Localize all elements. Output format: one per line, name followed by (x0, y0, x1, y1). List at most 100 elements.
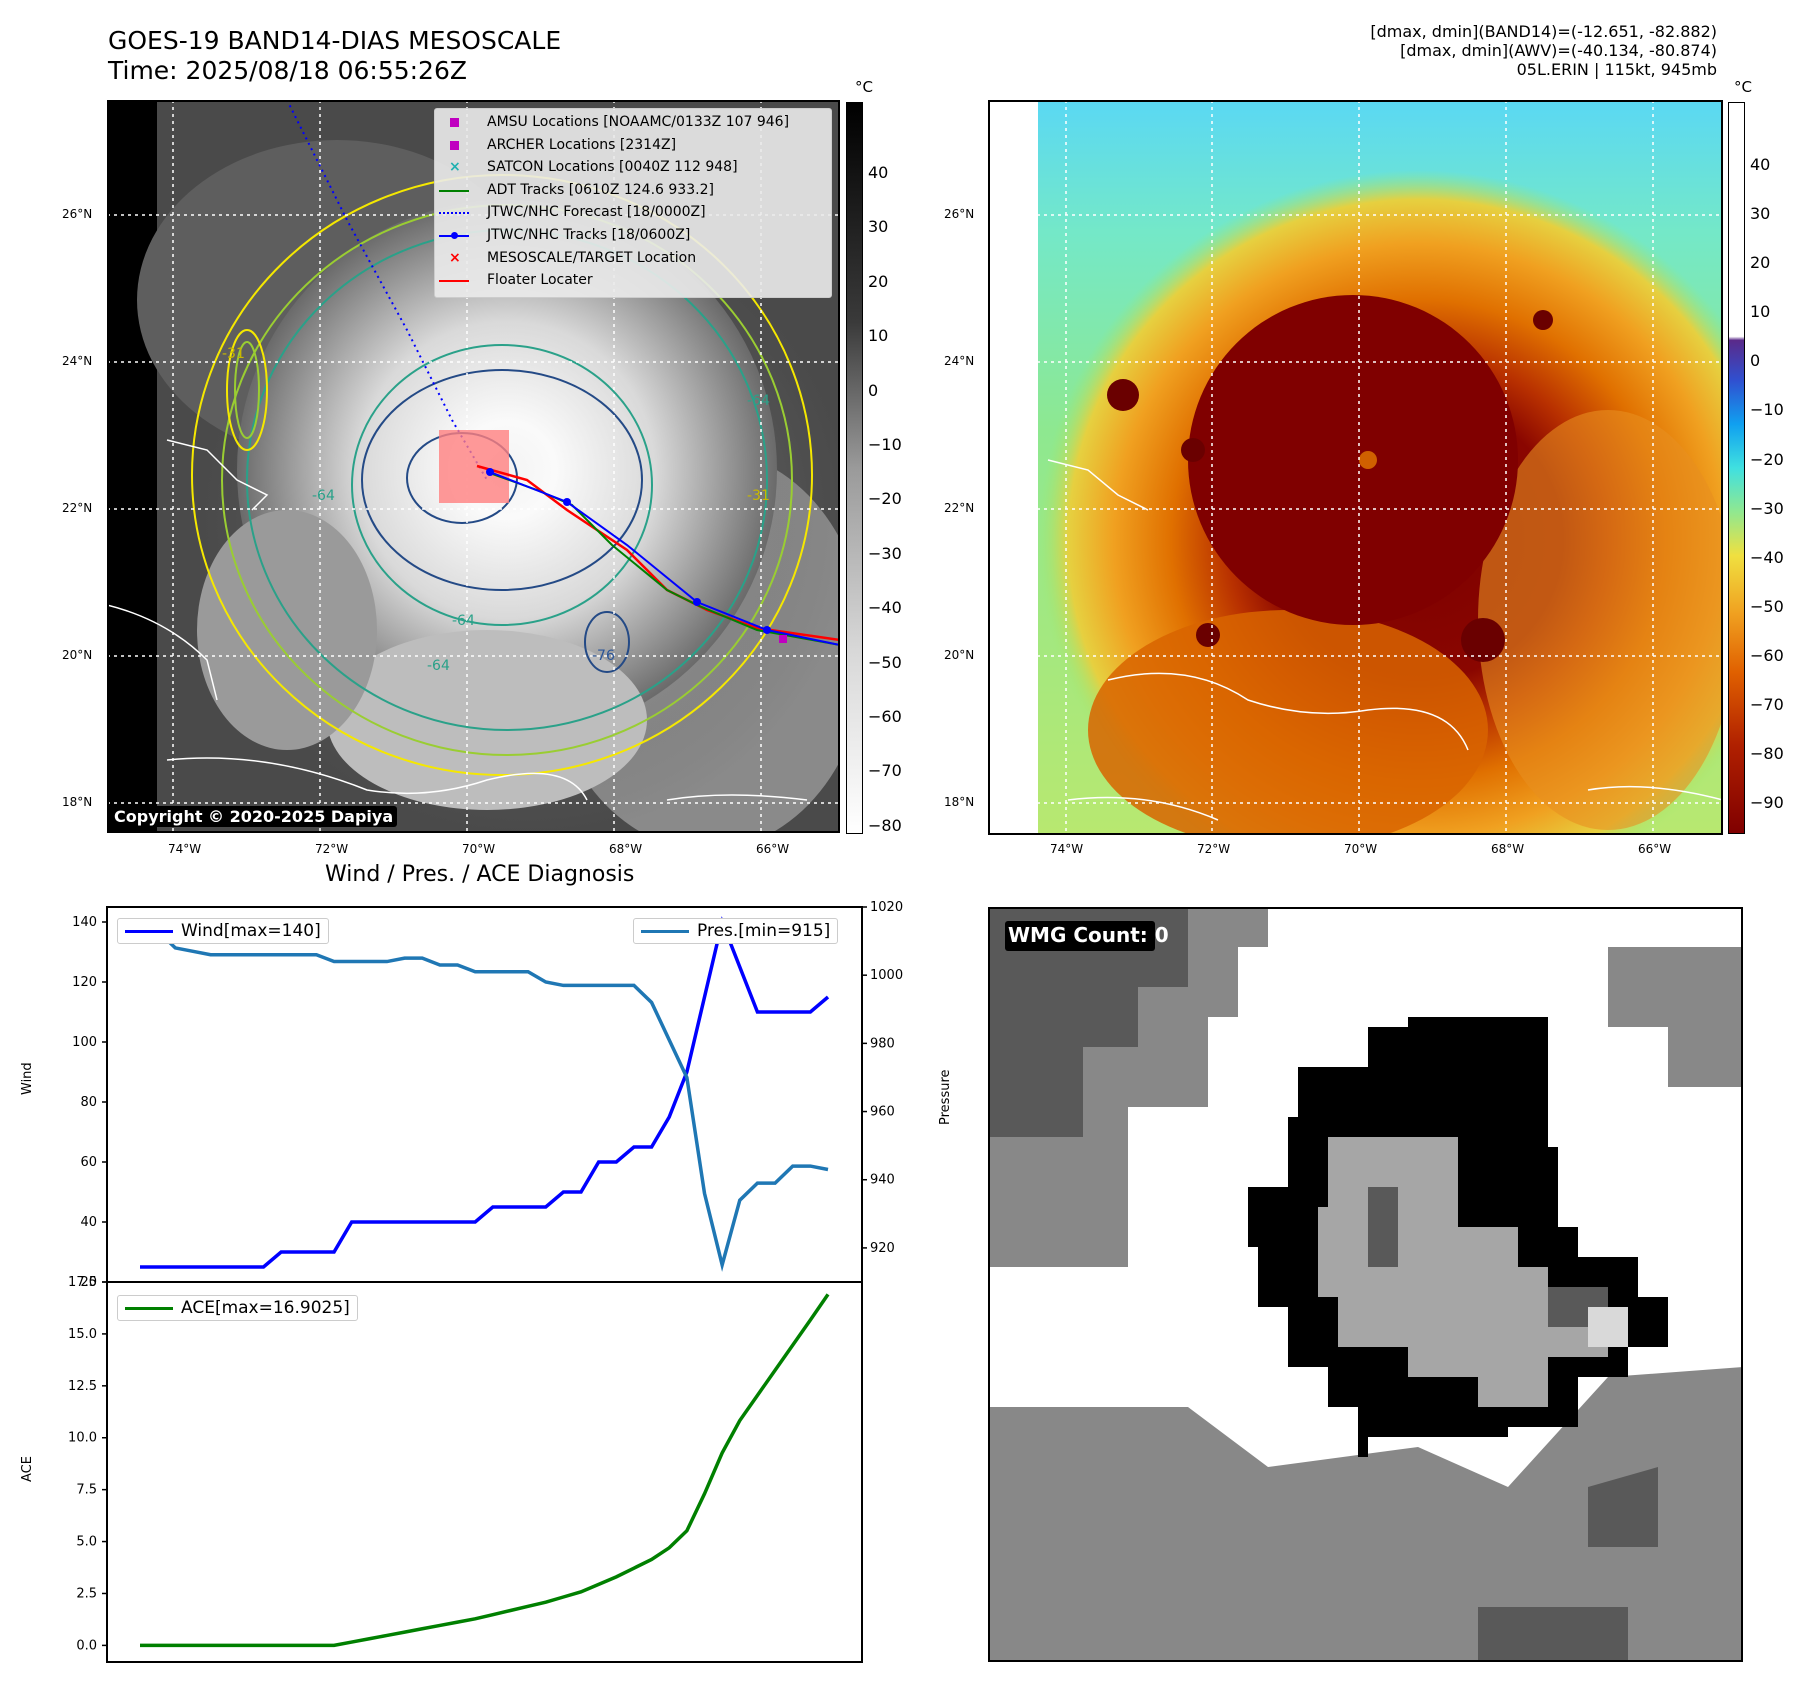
legend-item: JTWC/NHC Tracks [18/0600Z] (435, 224, 831, 247)
ace-tick-label: 17.5 (68, 1275, 97, 1290)
ace-tick-label: 5.0 (76, 1535, 97, 1550)
ir-map-svg: -31 -76 -64 -64 -64 -31 -64 (107, 100, 840, 833)
map-legend: AMSU Locations [NOAAMC/0133Z 107 946] AR… (434, 108, 832, 298)
ace-tick-label: 15.0 (68, 1327, 97, 1342)
square-marker-icon (450, 118, 459, 127)
target-box (439, 430, 509, 503)
legend-item: ARCHER Locations [2314Z] (435, 134, 831, 157)
pressure-tick-label: 1000 (870, 968, 903, 983)
colorbar-ticks: 40 30 20 10 0 −10 −20 −30 −40 −50 −60 −7… (1750, 155, 1784, 813)
pressure-tick-label: 920 (870, 1241, 895, 1256)
lat-label: 20°N (62, 648, 93, 662)
lat-label: 26°N (944, 207, 975, 221)
legend-item: × SATCON Locations [0040Z 112 948] (435, 156, 831, 179)
ace-tick-label: 12.5 (68, 1379, 97, 1394)
colorbar-ticks: 40 30 20 10 0 −10 −20 −30 −40 −50 −60 −7… (868, 163, 902, 835)
contour-label: -64 (747, 393, 770, 409)
contour-label: -64 (427, 658, 450, 674)
info-line-2: [dmax, dmin](AWV)=(-40.134, -80.874) (1400, 41, 1717, 60)
lon-label: 70°W (462, 842, 496, 856)
line-marker-icon (125, 1306, 173, 1310)
colorbar-unit: °C (1734, 78, 1752, 96)
ace-tick-label: 7.5 (76, 1483, 97, 1498)
ir-map-frame (107, 100, 840, 833)
awv-map (988, 100, 1723, 835)
pressure-tick-label: 1020 (870, 900, 903, 915)
copyright-badge: Copyright © 2020-2025 Dapiya (110, 806, 398, 827)
contour-label: -31 (222, 346, 245, 362)
contour-label: -31 (747, 488, 770, 504)
lon-label: 72°W (315, 842, 349, 856)
wmg-count-label: WMG Count: 0 (1008, 923, 1169, 947)
line-marker-icon (439, 189, 469, 192)
pressure-series (140, 929, 829, 1272)
pressure-tick-label: 980 (870, 1036, 895, 1051)
info-block: [dmax, dmin](BAND14)=(-12.651, -82.882) … (1017, 22, 1717, 79)
lon-label: 66°W (1638, 842, 1672, 856)
ace-tick-label: 2.5 (76, 1586, 97, 1601)
awv-map-svg (988, 100, 1723, 835)
x-marker-icon: × (449, 249, 461, 266)
wind-tick-label: 60 (80, 1155, 97, 1170)
floater-track (476, 464, 840, 642)
legend-item: × MESOSCALE/TARGET Location (435, 247, 831, 270)
nhc-track (489, 471, 840, 646)
legend-item: JTWC/NHC Forecast [18/0000Z] (435, 201, 831, 224)
dotted-line-icon (439, 212, 469, 215)
lat-label: 24°N (944, 354, 975, 368)
line-marker-icon (439, 280, 469, 283)
pressure-tick-label: 960 (870, 1105, 895, 1120)
lon-label: 68°W (1491, 842, 1525, 856)
lat-label: 26°N (62, 207, 93, 221)
wind-tick-label: 100 (72, 1035, 97, 1050)
lat-label: 22°N (944, 501, 975, 515)
line-marker-icon (125, 929, 173, 933)
legend-item: ADT Tracks [0610Z 124.6 933.2] (435, 179, 831, 202)
awv-coastlines (1047, 459, 1723, 821)
contour-label: -64 (452, 613, 475, 629)
wind-tick-label: 40 (80, 1215, 97, 1230)
ace-axes: 0.0 2.5 5.0 7.5 10.0 12.5 15.0 17.5 (68, 1275, 863, 1663)
awv-colorbar (1728, 102, 1745, 834)
amsu-marker (779, 635, 787, 643)
wind-axes: 20 40 60 80 100 120 140 920 940 960 980 1000 1020 (72, 900, 903, 1290)
line-marker-icon (641, 929, 689, 933)
ace-axis-label: ACE (20, 1456, 35, 1482)
pressure-tick-label: 940 (870, 1173, 895, 1188)
wind-tick-label: 20 (80, 1275, 97, 1290)
wind-frame (106, 906, 863, 1283)
square-marker-icon (450, 140, 459, 150)
wind-tick-label: 120 (72, 975, 97, 990)
lat-label: 24°N (62, 354, 93, 368)
ir-map: -31 -76 -64 -64 -64 -31 -64 AMSU Locatio… (107, 100, 840, 833)
ace-legend: ACE[max=16.9025] (117, 1295, 358, 1321)
diagnosis-title: Wind / Pres. / ACE Diagnosis (325, 862, 635, 887)
coastlines (107, 439, 808, 801)
lat-label: 20°N (944, 648, 975, 662)
lon-label: 68°W (609, 842, 643, 856)
x-marker-icon: × (449, 159, 461, 176)
contour-label: -64 (312, 488, 335, 504)
lon-label: 66°W (756, 842, 790, 856)
no-data-strip (107, 100, 157, 833)
forecast-track (286, 100, 488, 481)
wind-tick-label: 80 (80, 1095, 97, 1110)
ace-tick-label: 0.0 (76, 1638, 97, 1653)
wind-tick-label: 140 (72, 915, 97, 930)
info-line-3: 05L.ERIN | 115kt, 945mb (1516, 60, 1717, 79)
lat-label: 18°N (62, 795, 93, 809)
wind-axis-label: Wind (20, 1062, 35, 1095)
lon-label: 74°W (168, 842, 202, 856)
ace-frame (106, 1281, 863, 1663)
ir-colorbar (846, 102, 863, 834)
wmg-svg (988, 907, 1743, 1662)
lon-label: 74°W (1050, 842, 1084, 856)
ace-series (140, 1293, 830, 1648)
ace-tick-label: 10.0 (68, 1431, 97, 1446)
wind-legend: Wind[max=140] (117, 918, 329, 944)
wind-series (140, 916, 830, 1269)
lat-label: 18°N (944, 795, 975, 809)
figure-time: Time: 2025/08/18 06:55:26Z (108, 56, 467, 85)
pressure-axis-label: Pressure (938, 1069, 953, 1125)
